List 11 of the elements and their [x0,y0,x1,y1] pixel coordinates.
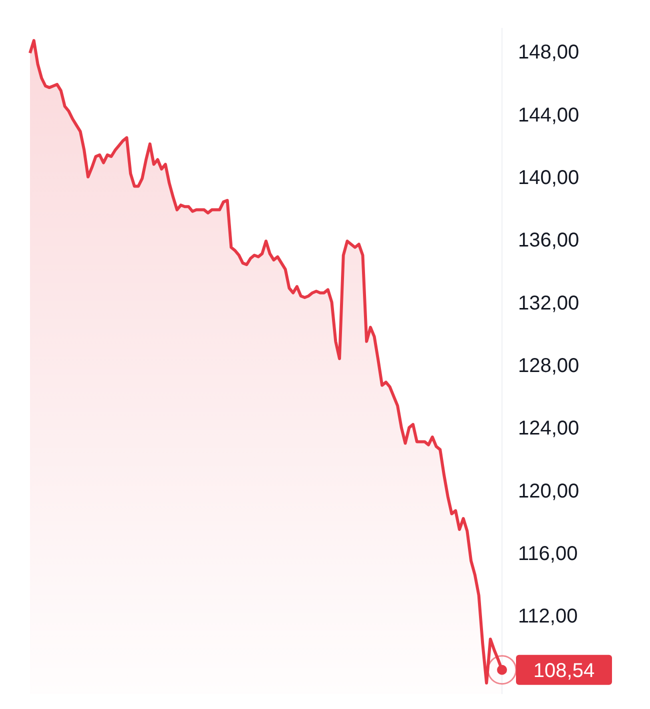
y-tick-label: 112,00 [518,606,578,628]
y-tick-label: 136,00 [518,230,580,252]
y-tick-label: 124,00 [518,418,580,440]
y-tick-label: 140,00 [518,166,580,189]
y-tick-label: 148,00 [518,42,580,64]
y-tick-label: 116,00 [518,543,578,566]
y-tick-label: 132,00 [518,292,580,314]
y-tick-label: 120,00 [518,480,580,502]
text: 108,54 [533,660,595,682]
y-tick-label: 128,00 [518,355,580,378]
y-tick-label: 144,00 [518,104,580,126]
